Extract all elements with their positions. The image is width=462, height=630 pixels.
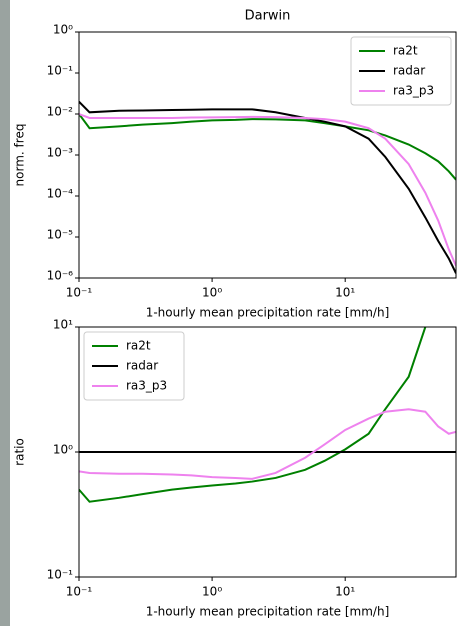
y-tick-label: 10⁻¹ <box>47 568 74 582</box>
legend-box <box>83 331 185 401</box>
series-line <box>79 327 427 503</box>
y-tick-label: 10⁻² <box>47 105 74 119</box>
x-tick-label: 10⁻¹ <box>66 585 93 599</box>
plot-area <box>79 100 456 274</box>
legend-label: ra3_p3 <box>126 379 167 393</box>
background-strip <box>0 0 10 626</box>
y-tick-label: 10⁻³ <box>47 146 74 160</box>
x-axis-label: 1-hourly mean precipitation rate [mm/h] <box>146 306 390 320</box>
x-tick-label: 10⁰ <box>202 585 222 599</box>
plot-area <box>79 327 456 503</box>
x-axis-label: 1-hourly mean precipitation rate [mm/h] <box>146 605 390 619</box>
x-tick-label: 10⁰ <box>202 286 222 300</box>
x-tick-label: 10⁻¹ <box>66 286 93 300</box>
x-tick-label: 10¹ <box>335 286 355 300</box>
legend-label: radar <box>393 64 425 78</box>
y-tick-label: 10⁻⁶ <box>47 269 74 283</box>
legend-label: ra2t <box>126 339 151 353</box>
y-tick-label: 10⁻⁵ <box>47 228 74 242</box>
y-tick-label: 10⁻¹ <box>47 64 74 78</box>
series-line <box>79 408 456 480</box>
y-tick-label: 10⁰ <box>53 443 73 457</box>
legend-label: ra3_p3 <box>393 84 434 98</box>
y-axis-label: norm. freq <box>13 124 27 187</box>
y-tick-label: 10⁻⁴ <box>47 187 74 201</box>
legend-label: ra2t <box>393 44 418 58</box>
y-axis-label: ratio <box>13 438 27 466</box>
y-tick-label: 10¹ <box>53 318 73 332</box>
axes-frame <box>78 326 457 578</box>
series-line <box>79 113 456 267</box>
series-line <box>79 100 456 274</box>
y-tick-label: 10⁰ <box>53 23 73 37</box>
series-line <box>79 113 456 181</box>
axes-frame <box>78 31 457 279</box>
chart-title: Darwin <box>245 9 291 24</box>
legend-box <box>350 36 452 106</box>
x-tick-label: 10¹ <box>335 585 355 599</box>
legend-label: radar <box>126 359 158 373</box>
